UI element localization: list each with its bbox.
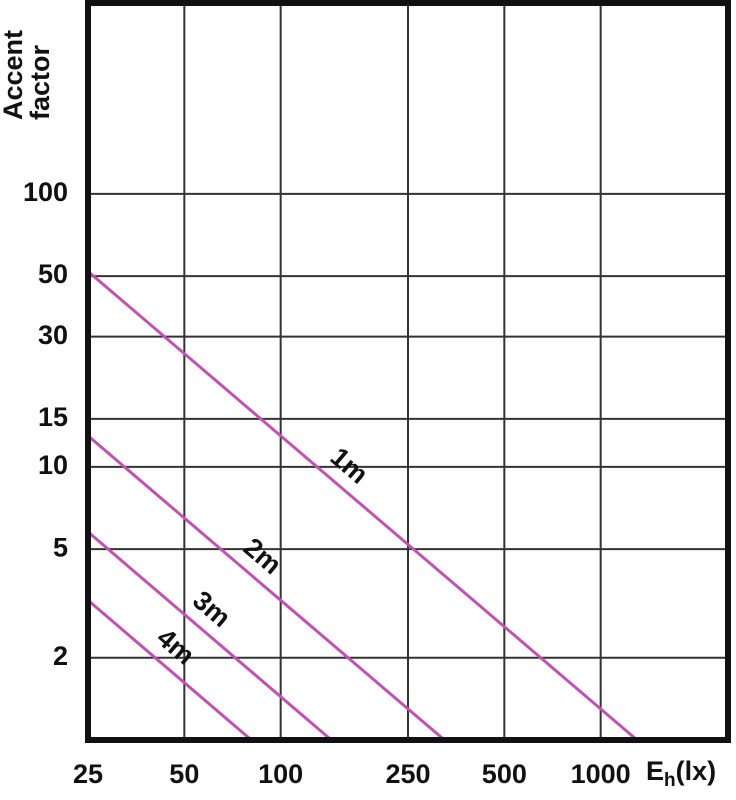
x-tick-label: 250 [385,759,430,789]
series-line [88,530,333,740]
y-tick-label: 100 [23,177,68,207]
x-label-unit: (lx) [675,756,717,786]
x-tick-label: 50 [169,759,199,789]
y-axis-label: Accent factor [0,29,55,120]
series-line [88,434,446,740]
x-tick-label: 1000 [571,759,631,789]
series-label: 1m [325,442,374,490]
x-tick-label: 25 [73,759,103,789]
plot-lines [88,270,639,740]
series-label: 4m [151,622,200,670]
x-label-subscript: h [664,770,676,791]
y-tick-label: 50 [38,259,68,289]
series-label: 3m [187,585,236,633]
series-line [88,599,253,740]
y-tick-label: 10 [38,450,68,480]
y-tick-label: 15 [38,402,68,432]
y-tick-label: 30 [38,320,68,350]
x-axis-label: Eh(lx) [646,756,716,792]
plot-frame [85,0,731,743]
series-line [88,270,639,740]
y-tick-label: 5 [53,532,68,562]
y-tick-label: 2 [53,641,68,671]
x-tick-label: 500 [482,759,527,789]
x-tick-label: 100 [258,759,303,789]
x-label-symbol: E [646,756,665,786]
